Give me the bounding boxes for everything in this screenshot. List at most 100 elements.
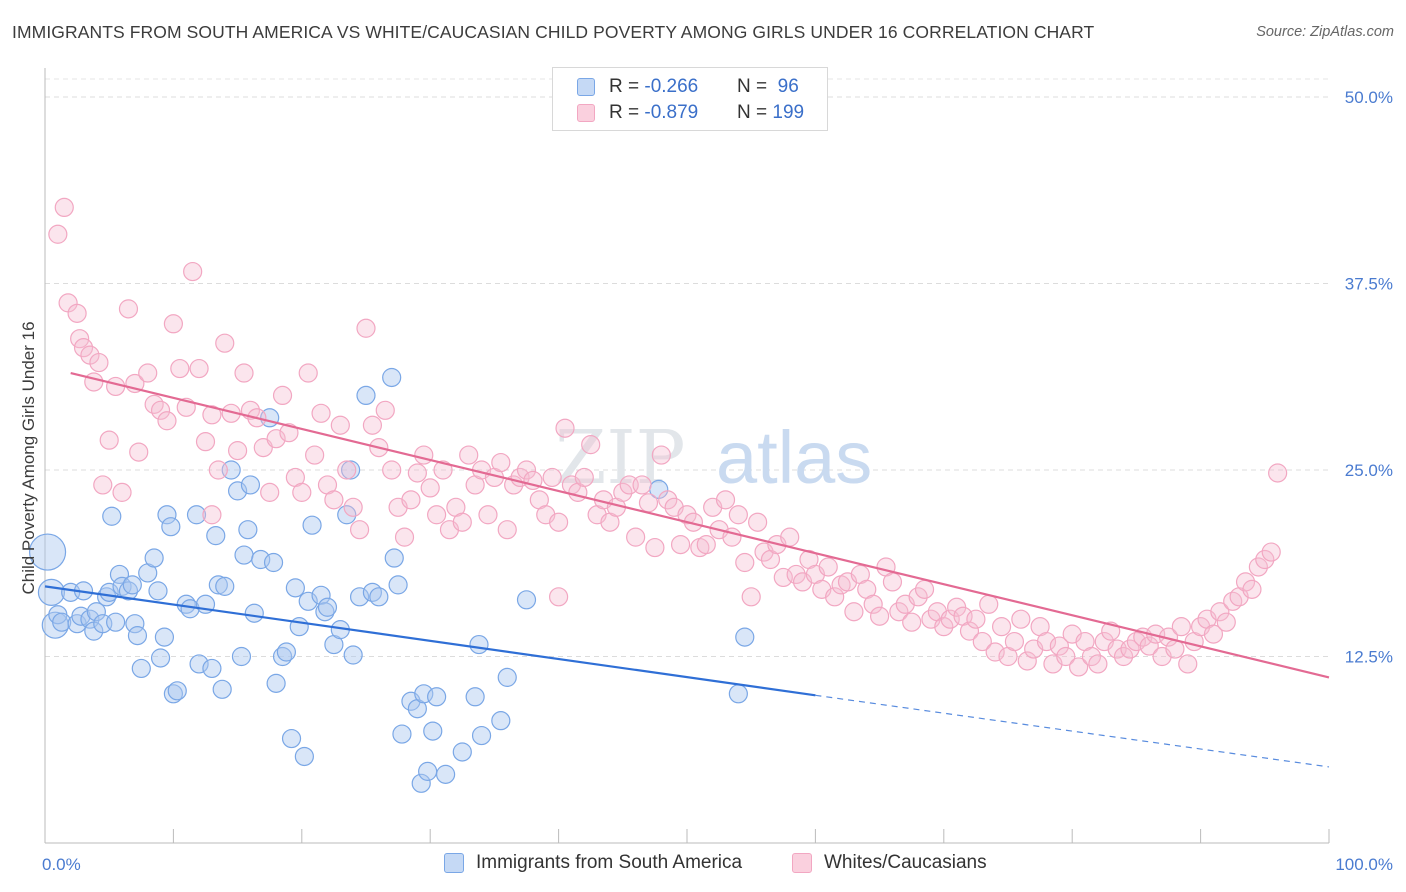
point-south-america	[266, 673, 286, 693]
point-south-america	[436, 764, 456, 784]
r-label: R =	[609, 76, 645, 97]
correlation-legend: R = -0.266 N = 96 R = -0.879 N = 199	[552, 67, 828, 131]
point-whites	[1216, 612, 1236, 632]
legend-item-whites: Whites/Caucasians	[792, 852, 987, 874]
point-whites	[902, 612, 922, 632]
point-whites	[555, 418, 575, 438]
point-south-america	[263, 552, 284, 573]
point-south-america	[311, 585, 331, 605]
point-whites	[818, 557, 838, 577]
n-value: 96	[772, 76, 799, 97]
point-whites	[516, 460, 537, 480]
point-whites	[208, 460, 228, 480]
source-label: Source: ZipAtlas.com	[1256, 24, 1394, 40]
point-whites	[1049, 636, 1069, 656]
point-whites	[84, 372, 104, 392]
point-whites	[574, 467, 594, 488]
y-tick-label: 50.0%	[1345, 88, 1393, 107]
point-whites	[414, 445, 434, 465]
point-whites	[645, 537, 665, 558]
point-south-america	[206, 526, 226, 546]
legend-swatch-pink	[577, 104, 595, 122]
point-whites	[427, 505, 447, 525]
point-whites	[89, 352, 109, 373]
point-whites	[272, 385, 293, 405]
point-whites	[741, 587, 761, 607]
point-whites	[292, 482, 312, 502]
point-whites	[189, 358, 209, 379]
point-whites	[985, 642, 1005, 662]
point-south-america	[215, 576, 235, 596]
point-whites	[150, 400, 171, 420]
point-whites	[889, 602, 909, 622]
point-south-america	[80, 609, 100, 629]
point-whites	[1255, 549, 1275, 570]
point-south-america	[384, 548, 404, 568]
point-whites	[433, 460, 453, 480]
point-whites	[696, 534, 716, 555]
point-south-america	[349, 587, 370, 607]
point-south-america	[154, 627, 175, 647]
point-whites	[394, 527, 415, 547]
point-whites	[1056, 646, 1076, 667]
point-south-america	[356, 385, 376, 405]
point-whites	[497, 520, 517, 540]
point-whites	[491, 452, 511, 473]
x-tick-label: 100.0%	[1335, 855, 1393, 874]
point-whites	[324, 490, 344, 510]
y-axis-label: Child Poverty Among Girls Under 16	[19, 321, 38, 594]
point-south-america	[127, 626, 148, 646]
point-whites	[869, 606, 890, 626]
point-south-america	[52, 612, 72, 632]
point-south-america	[418, 761, 438, 781]
point-whites	[966, 609, 986, 629]
point-whites	[459, 445, 479, 465]
point-whites	[959, 621, 980, 641]
point-south-america	[157, 505, 177, 525]
point-south-america	[452, 742, 472, 762]
n-label: N =	[737, 102, 773, 123]
point-whites	[1210, 602, 1230, 622]
point-whites	[844, 602, 864, 622]
r-value: -0.266	[644, 76, 699, 97]
point-south-america	[497, 667, 517, 687]
point-whites	[311, 403, 331, 423]
point-whites	[863, 594, 883, 614]
x-tick-labels: 0.0% 100.0%	[42, 855, 1393, 874]
point-whites	[349, 520, 370, 540]
point-whites	[979, 594, 999, 614]
point-whites	[825, 587, 845, 607]
legend-label: Immigrants from South America	[476, 852, 743, 873]
point-south-america	[240, 475, 261, 495]
point-south-america	[382, 367, 402, 388]
point-south-america	[150, 648, 171, 668]
point-whites	[67, 303, 87, 323]
point-south-america	[189, 654, 209, 674]
point-south-america	[427, 687, 447, 707]
point-south-america	[86, 602, 106, 622]
point-whites	[407, 463, 427, 483]
point-whites	[129, 442, 149, 462]
point-south-america	[337, 505, 357, 525]
point-whites	[1139, 636, 1159, 656]
point-south-america	[465, 687, 485, 707]
point-whites	[215, 333, 235, 353]
point-south-america	[109, 564, 130, 585]
point-whites	[452, 512, 472, 532]
point-whites	[157, 411, 177, 431]
point-whites	[112, 482, 132, 502]
y-tick-label: 37.5%	[1345, 275, 1393, 294]
point-south-america	[388, 575, 408, 595]
point-whites	[1261, 542, 1281, 562]
point-south-america	[122, 575, 142, 595]
point-whites	[202, 405, 222, 425]
point-south-america	[161, 517, 181, 537]
point-whites	[613, 482, 633, 502]
point-south-america	[208, 575, 228, 595]
point-whites	[1088, 654, 1108, 674]
y-tick-label: 25.0%	[1345, 461, 1393, 480]
point-whites	[548, 512, 569, 532]
point-whites	[234, 363, 254, 383]
point-whites	[298, 363, 318, 383]
point-whites	[1004, 631, 1025, 652]
